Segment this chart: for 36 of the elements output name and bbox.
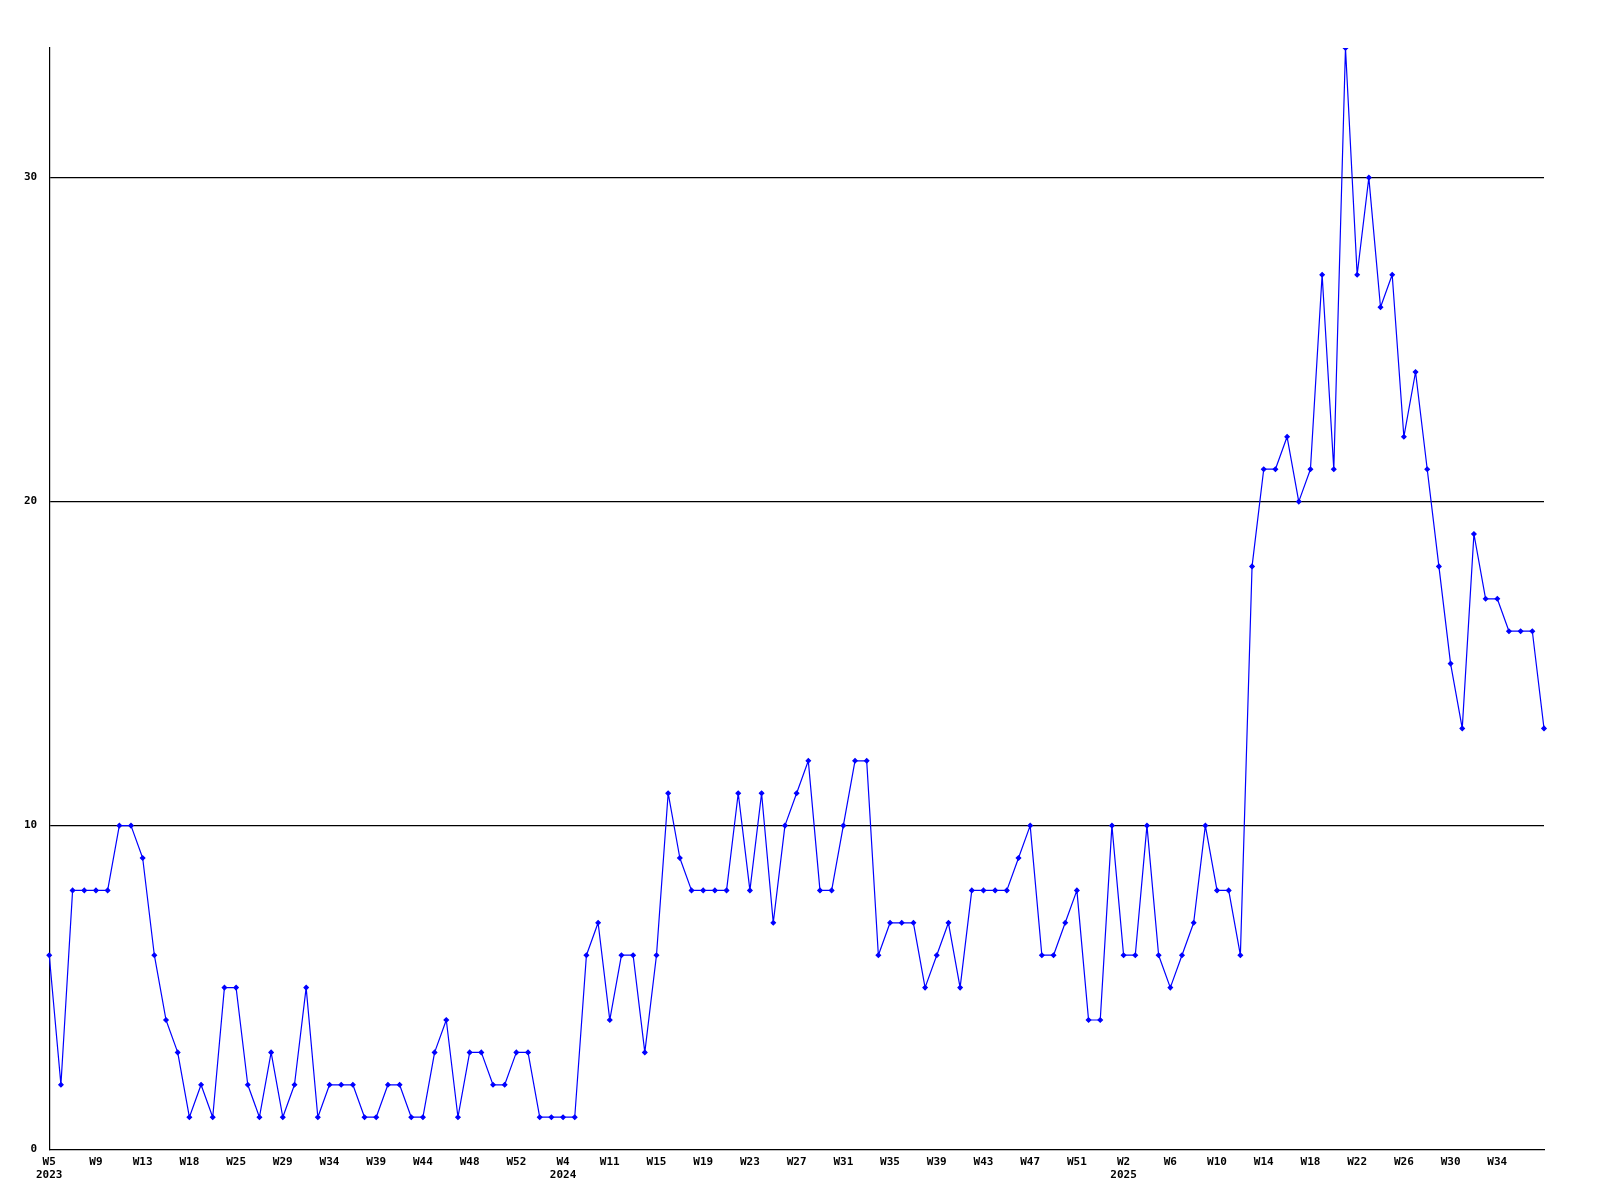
x-tick-label: W30 [1440, 1155, 1461, 1169]
x-tick-label: W27 [786, 1155, 807, 1169]
y-tick-label: 10 [24, 818, 38, 832]
x-tick-label: W15 [646, 1155, 667, 1169]
y-tick-label: 0 [30, 1142, 38, 1156]
x-tick-label: W34 [319, 1155, 340, 1169]
x-tick-label: W11 [599, 1155, 621, 1169]
x-tick-label: W31 [833, 1155, 854, 1169]
x-tick-label: W4 2024 [549, 1155, 577, 1182]
x-tick-label: W29 [272, 1155, 293, 1169]
x-tick-label: W13 [132, 1155, 153, 1169]
x-tick-label: W44 [413, 1155, 434, 1169]
x-tick-label: W43 [973, 1155, 994, 1169]
x-tick-label: W18 [1300, 1155, 1321, 1169]
x-tick-label: W34 [1487, 1155, 1508, 1169]
x-tick-label: W23 [739, 1155, 760, 1169]
y-tick-label: 20 [24, 494, 38, 508]
x-tick-label: W19 [693, 1155, 714, 1169]
x-tick-label: W2 2025 [1110, 1155, 1137, 1182]
y-tick-label: 30 [24, 170, 38, 184]
x-tick-label: W10 [1207, 1155, 1227, 1169]
x-tick-label: W39 [366, 1155, 387, 1169]
x-tick-label: W18 [179, 1155, 200, 1169]
x-tick-label: W35 [880, 1155, 900, 1169]
x-tick-label: W25 [226, 1155, 247, 1169]
x-tick-label: W52 [506, 1155, 527, 1169]
x-tick-label: W47 [1020, 1155, 1041, 1169]
x-tick-label: W6 [1163, 1155, 1178, 1169]
x-tick-label: W9 [89, 1155, 103, 1169]
x-tick-label: W51 [1066, 1155, 1088, 1169]
x-tick-label: W48 [459, 1155, 480, 1169]
x-tick-label: W5 2023 [36, 1155, 63, 1182]
x-tick-label: W39 [926, 1155, 947, 1169]
x-tick-label: W22 [1347, 1155, 1368, 1169]
x-tick-label: W26 [1393, 1155, 1415, 1169]
x-tick-label: W14 [1253, 1155, 1275, 1169]
